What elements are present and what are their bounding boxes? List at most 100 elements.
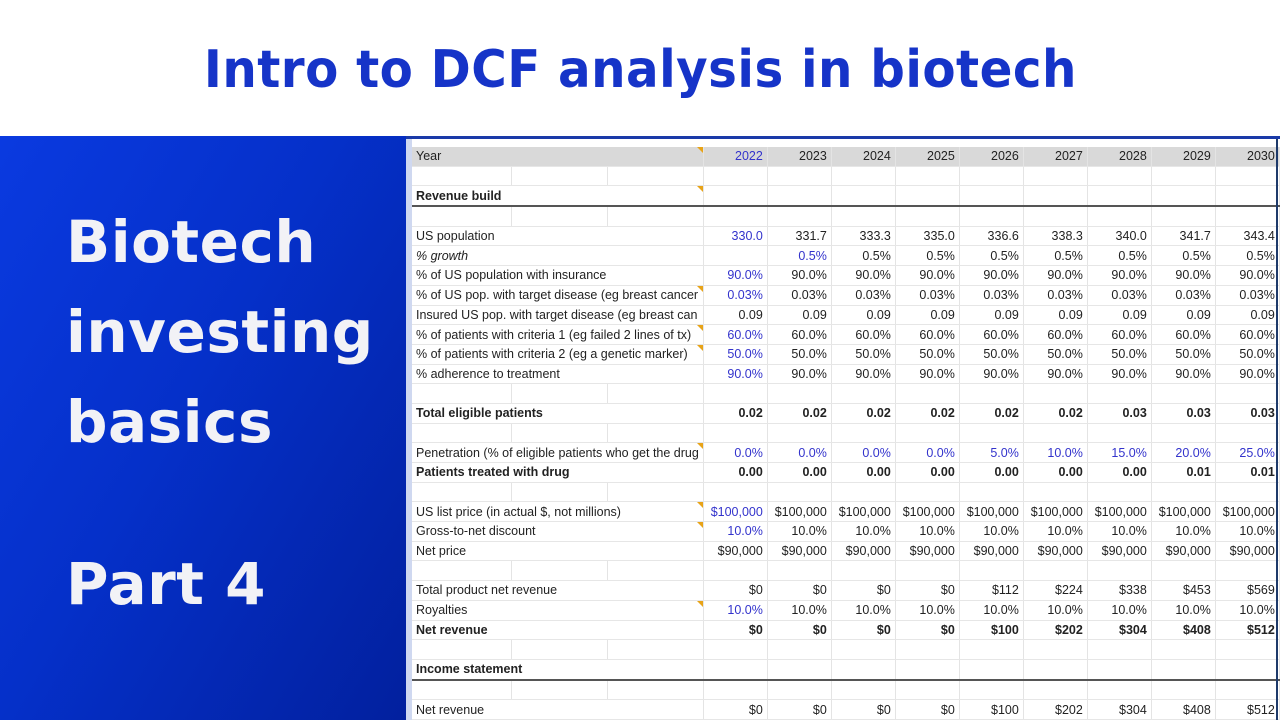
value-cell[interactable]: 5.0% [959, 442, 1024, 463]
value-cell[interactable]: 0.00 [959, 462, 1024, 483]
value-cell[interactable]: 60.0% [831, 324, 896, 345]
row-label-cell[interactable]: Total eligible patients [412, 403, 704, 424]
value-cell[interactable]: 0.5% [1215, 245, 1280, 267]
empty-cell[interactable] [1023, 482, 1088, 503]
empty-cell[interactable] [959, 482, 1024, 503]
value-cell[interactable]: $112 [959, 580, 1024, 601]
value-cell[interactable]: $100,000 [959, 501, 1024, 523]
value-cell[interactable]: 0.03 [1087, 403, 1152, 424]
empty-cell[interactable] [831, 166, 896, 187]
empty-cell[interactable] [511, 423, 608, 444]
row-label-cell[interactable] [412, 482, 512, 503]
value-cell[interactable]: 60.0% [1087, 324, 1152, 345]
value-cell[interactable]: 0.03% [959, 285, 1024, 306]
empty-cell[interactable] [895, 659, 960, 681]
value-cell[interactable]: $0 [895, 699, 960, 720]
empty-cell[interactable] [511, 679, 608, 701]
value-cell[interactable]: 335.0 [895, 226, 960, 247]
value-cell[interactable]: 0.5% [831, 245, 896, 267]
value-cell[interactable]: 90.0% [703, 364, 768, 385]
value-cell[interactable]: $453 [1151, 580, 1216, 601]
value-cell[interactable]: 90.0% [1215, 364, 1280, 385]
row-label-cell[interactable]: US population [412, 226, 704, 247]
empty-cell[interactable] [767, 185, 832, 208]
row-label-cell[interactable]: Revenue build [412, 185, 704, 208]
empty-cell[interactable] [511, 560, 608, 582]
empty-cell[interactable] [831, 185, 896, 208]
empty-cell[interactable] [1151, 560, 1216, 582]
value-cell[interactable]: 0.02 [895, 403, 960, 424]
empty-cell[interactable] [703, 482, 768, 503]
value-cell[interactable]: 0.09 [895, 305, 960, 326]
empty-cell[interactable] [895, 166, 960, 187]
empty-cell[interactable] [1087, 383, 1152, 404]
value-cell[interactable]: 0.03% [703, 285, 768, 306]
value-cell[interactable]: 0.02 [703, 403, 768, 424]
value-cell[interactable]: 10.0% [831, 521, 896, 542]
empty-cell[interactable] [959, 206, 1024, 227]
value-cell[interactable]: 0.00 [767, 462, 832, 483]
value-cell[interactable]: $90,000 [703, 541, 768, 562]
value-cell[interactable]: 50.0% [959, 344, 1024, 365]
value-cell[interactable]: 90.0% [895, 265, 960, 286]
row-label-cell[interactable] [412, 166, 512, 187]
empty-cell[interactable] [607, 639, 704, 660]
empty-cell[interactable] [831, 423, 896, 444]
value-cell[interactable]: 10.0% [767, 521, 832, 542]
empty-cell[interactable] [1151, 659, 1216, 681]
empty-cell[interactable] [1215, 659, 1280, 681]
value-cell[interactable]: $90,000 [1151, 541, 1216, 562]
value-cell[interactable]: 90.0% [895, 364, 960, 385]
empty-cell[interactable] [1087, 206, 1152, 227]
value-cell[interactable]: 10.0% [703, 600, 768, 621]
value-cell[interactable]: $0 [703, 699, 768, 720]
value-cell[interactable]: 338.3 [1023, 226, 1088, 247]
value-cell[interactable]: 10.0% [703, 521, 768, 542]
empty-cell[interactable] [959, 423, 1024, 444]
value-cell[interactable]: $0 [767, 620, 832, 641]
value-cell[interactable]: 10.0% [895, 600, 960, 621]
value-cell[interactable]: $90,000 [1087, 541, 1152, 562]
row-label-cell[interactable]: Year [412, 147, 704, 167]
empty-cell[interactable] [1151, 679, 1216, 701]
value-cell[interactable]: 0.01 [1151, 462, 1216, 483]
empty-cell[interactable] [831, 560, 896, 582]
value-cell[interactable]: $100,000 [767, 501, 832, 523]
empty-cell[interactable] [831, 206, 896, 227]
empty-cell[interactable] [959, 659, 1024, 681]
value-cell[interactable]: 0.09 [959, 305, 1024, 326]
row-label-cell[interactable]: Net price [412, 541, 704, 562]
value-cell[interactable]: $0 [703, 620, 768, 641]
empty-cell[interactable] [1215, 482, 1280, 503]
year-header-cell[interactable]: 2027 [1023, 147, 1088, 167]
empty-cell[interactable] [1215, 206, 1280, 227]
value-cell[interactable]: 90.0% [767, 265, 832, 286]
row-label-cell[interactable]: Total product net revenue [412, 580, 704, 601]
value-cell[interactable]: $100,000 [1087, 501, 1152, 523]
empty-cell[interactable] [767, 206, 832, 227]
value-cell[interactable]: $90,000 [959, 541, 1024, 562]
empty-cell[interactable] [767, 560, 832, 582]
empty-cell[interactable] [607, 482, 704, 503]
value-cell[interactable]: $90,000 [831, 541, 896, 562]
empty-cell[interactable] [1215, 185, 1280, 208]
empty-cell[interactable] [1087, 423, 1152, 444]
empty-cell[interactable] [703, 185, 768, 208]
value-cell[interactable]: 0.5% [959, 245, 1024, 267]
row-label-cell[interactable]: % of patients with criteria 1 (eg failed… [412, 324, 704, 345]
value-cell[interactable]: $90,000 [895, 541, 960, 562]
value-cell[interactable]: 0.03% [1087, 285, 1152, 306]
empty-cell[interactable] [1151, 423, 1216, 444]
value-cell[interactable]: 0.03% [831, 285, 896, 306]
empty-cell[interactable] [511, 383, 608, 404]
row-label-cell[interactable]: % of US pop. with target disease (eg bre… [412, 285, 704, 306]
value-cell[interactable]: 0.09 [1215, 305, 1280, 326]
year-header-cell[interactable]: 2026 [959, 147, 1024, 167]
value-cell[interactable]: $90,000 [1215, 541, 1280, 562]
value-cell[interactable]: 60.0% [1215, 324, 1280, 345]
empty-cell[interactable] [1023, 206, 1088, 227]
year-header-cell[interactable]: 2030 [1215, 147, 1280, 167]
value-cell[interactable]: 0.00 [703, 462, 768, 483]
empty-cell[interactable] [511, 206, 608, 227]
value-cell[interactable]: $0 [767, 699, 832, 720]
